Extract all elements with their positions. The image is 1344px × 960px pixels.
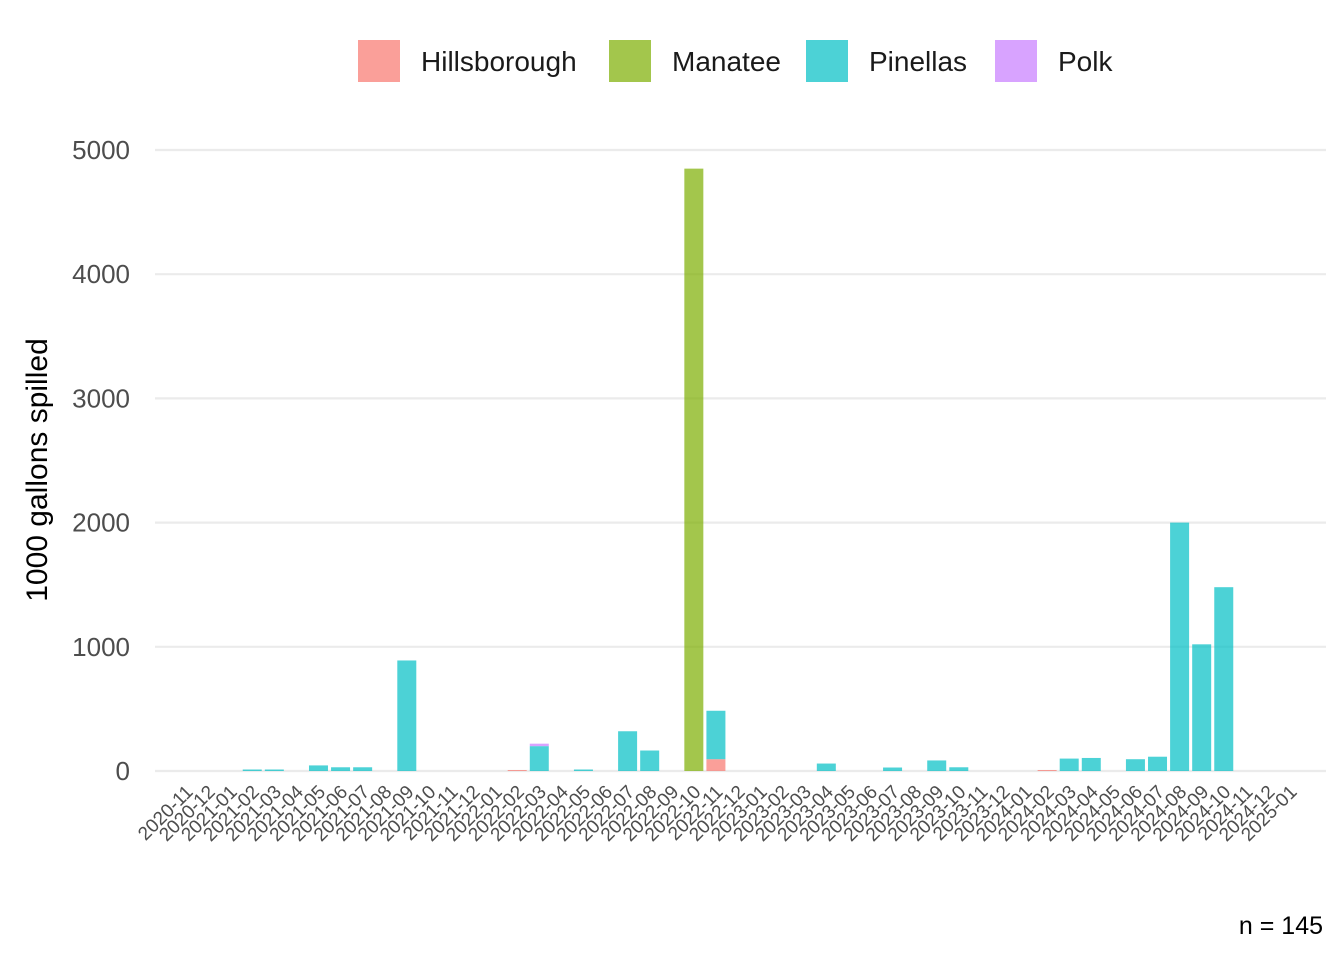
bar-pinellas-2021-07 (353, 767, 373, 771)
legend: Hillsborough Manatee Pinellas Polk (358, 40, 1113, 82)
bar-pinellas-2021-05 (308, 765, 328, 771)
bar-pinellas-2021-02 (242, 769, 262, 771)
y-tick-label: 1000 (72, 632, 130, 662)
y-tick-label: 4000 (72, 259, 130, 289)
bar-pinellas-2021-06 (331, 767, 351, 771)
bar-hillsborough-2022-02 (507, 770, 527, 771)
bar-pinellas-2024-09 (1192, 644, 1212, 771)
bar-pinellas-2023-07 (883, 767, 903, 771)
y-axis-title: 1000 gallons spilled (21, 338, 54, 602)
caption: n = 145 (1239, 912, 1323, 940)
y-tick-label: 0 (116, 756, 130, 786)
bar-pinellas-2024-04 (1081, 757, 1101, 771)
gridlines (155, 148, 1326, 773)
legend-label-manatee: Manatee (672, 46, 781, 77)
legend-label-pinellas: Pinellas (869, 46, 967, 77)
bar-manatee-2022-10 (684, 168, 704, 771)
legend-label-polk: Polk (1058, 46, 1113, 77)
bar-polk-2022-03 (529, 743, 549, 747)
bar-pinellas-2022-08 (640, 750, 660, 771)
bar-hillsborough-2024-02 (1037, 770, 1057, 771)
bar-pinellas-2021-03 (264, 769, 284, 771)
bars (242, 168, 1234, 771)
y-tick-label: 2000 (72, 508, 130, 538)
bar-pinellas-2023-09 (927, 760, 947, 771)
bar-pinellas-2023-10 (949, 767, 969, 771)
bar-pinellas-2022-05 (573, 769, 593, 771)
y-tick-labels: 0 1000 2000 3000 4000 5000 (72, 135, 130, 786)
bar-pinellas-2023-04 (816, 763, 836, 771)
legend-key-hillsborough (358, 40, 400, 82)
x-tick-labels: 2020-112020-122021-012021-022021-032021-… (134, 781, 1301, 845)
bar-pinellas-2024-06 (1125, 759, 1145, 771)
bar-pinellas-2022-07 (618, 731, 638, 771)
bar-pinellas-2022-03 (529, 746, 549, 771)
bar-pinellas-2024-08 (1170, 522, 1190, 771)
bar-pinellas-2022-11 (706, 710, 726, 760)
legend-key-manatee (609, 40, 651, 82)
legend-label-hillsborough: Hillsborough (421, 46, 577, 77)
y-tick-label: 5000 (72, 135, 130, 165)
legend-key-polk (995, 40, 1037, 82)
legend-key-pinellas (806, 40, 848, 82)
bar-pinellas-2024-10 (1214, 587, 1234, 771)
bar-pinellas-2021-09 (397, 660, 417, 771)
y-tick-label: 3000 (72, 383, 130, 413)
bar-pinellas-2024-03 (1059, 758, 1079, 771)
bar-hillsborough-2022-11 (706, 759, 726, 771)
bar-pinellas-2024-07 (1148, 756, 1168, 771)
